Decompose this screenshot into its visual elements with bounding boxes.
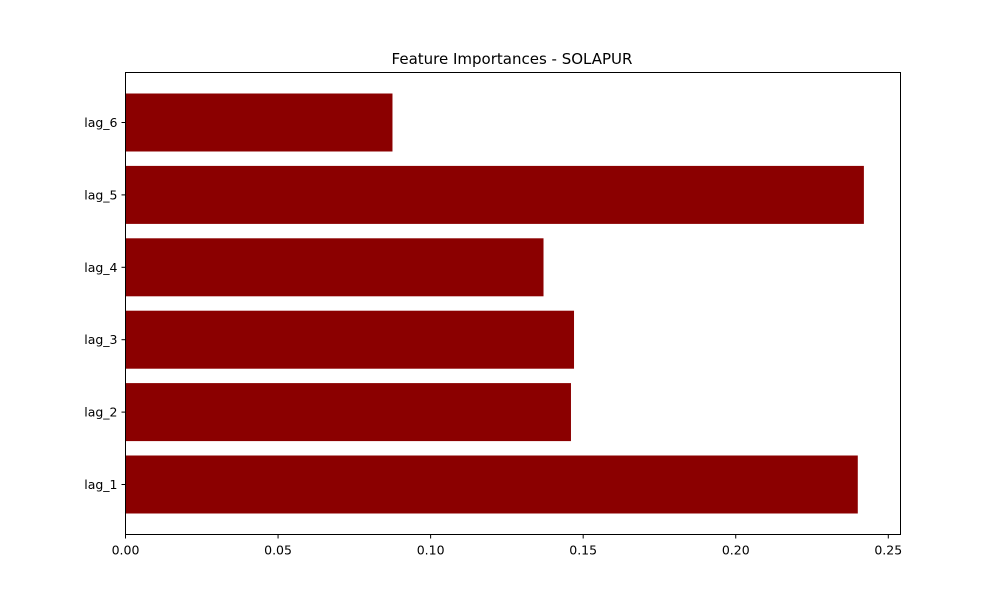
y-axis-ticks: lag_1 lag_2 lag_3 lag_4 lag_5 lag_6 bbox=[84, 115, 126, 492]
bar-lag-5 bbox=[125, 165, 864, 224]
plot-frame bbox=[125, 72, 901, 535]
y-tick-label: lag_2 bbox=[84, 405, 117, 420]
bars-group bbox=[125, 93, 864, 514]
y-tick-label: lag_3 bbox=[84, 332, 117, 347]
x-tick-label: 0.15 bbox=[569, 543, 597, 558]
chart-title: Feature Importances - SOLAPUR bbox=[392, 50, 633, 68]
x-tick-label: 0.10 bbox=[417, 543, 445, 558]
bar-lag-6 bbox=[125, 93, 393, 152]
y-tick-label: lag_6 bbox=[84, 115, 117, 130]
bar-lag-4 bbox=[125, 238, 544, 297]
y-tick-label: lag_5 bbox=[84, 187, 117, 202]
bar-lag-3 bbox=[125, 310, 575, 369]
x-tick-label: 0.05 bbox=[264, 543, 292, 558]
y-tick-label: lag_4 bbox=[84, 260, 117, 275]
x-tick-label: 0.00 bbox=[112, 543, 140, 558]
bar-lag-1 bbox=[125, 455, 858, 514]
x-axis-ticks: 0.00 0.05 0.10 0.15 0.20 0.25 bbox=[112, 534, 902, 558]
y-tick-label: lag_1 bbox=[84, 477, 117, 492]
x-tick-label: 0.25 bbox=[874, 543, 902, 558]
bar-lag-2 bbox=[125, 383, 571, 442]
x-tick-label: 0.20 bbox=[722, 543, 750, 558]
